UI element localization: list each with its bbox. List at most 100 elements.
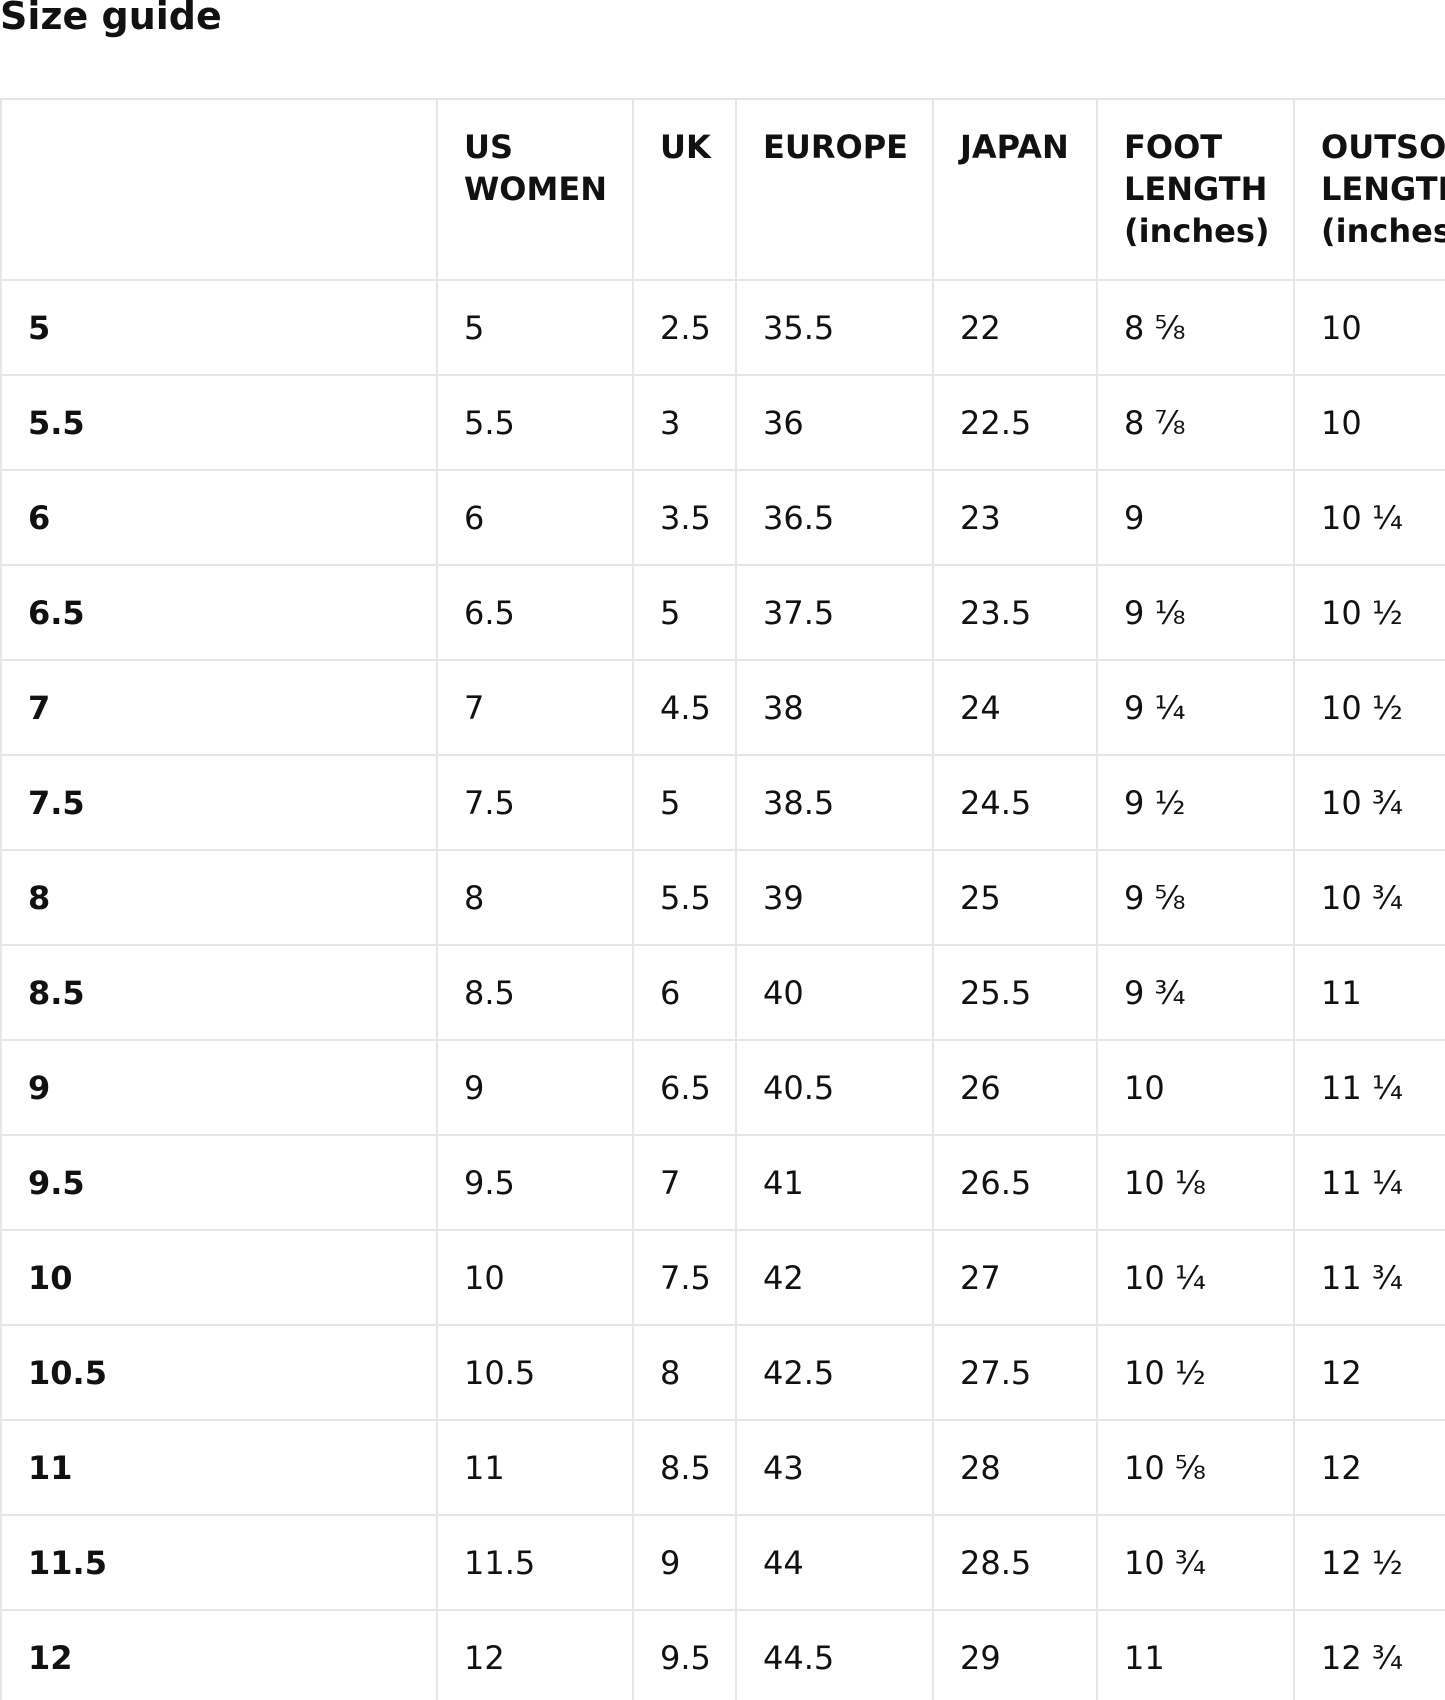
table-cell: 8 [436,849,634,946]
table-cell: 9 ¾ [1096,944,1295,1041]
column-header: EUROPE [735,98,934,281]
table-cell: 36 [735,374,934,471]
table-cell: 42.5 [735,1324,934,1421]
row-label: 12 [0,1609,438,1700]
table-cell: 9 ⅛ [1096,564,1295,661]
row-label: 11 [0,1419,438,1516]
row-label: 9.5 [0,1134,438,1231]
row-label: 6 [0,469,438,566]
column-header: FOOT LENGTH (inches) [1096,98,1295,281]
table-cell: 11 ¾ [1293,1229,1445,1326]
header-row: US WOMEN UK EUROPE JAPAN FOOT LENGTH (inches) OU… [0,98,1445,281]
table-row: 10.5 10.5 8 42.5 27.5 10 ½ 12 [0,1324,1445,1421]
table-cell: 28 [932,1419,1098,1516]
table-row: 8 8 5.5 39 25 9 ⅝ 10 ¾ [0,849,1445,946]
column-header [0,98,438,281]
table-cell: 36.5 [735,469,934,566]
header-line: FOOT [1124,128,1223,166]
table-cell: 12 [1293,1324,1445,1421]
table-row: 8.5 8.5 6 40 25.5 9 ¾ 11 [0,944,1445,1041]
table-cell: 10 ½ [1293,564,1445,661]
table-cell: 38 [735,659,934,756]
table-cell: 37.5 [735,564,934,661]
table-cell: 6 [436,469,634,566]
table-cell: 11 ¼ [1293,1039,1445,1136]
table-cell: 10 ¾ [1293,754,1445,851]
table-cell: 10 ¼ [1293,469,1445,566]
table-cell: 9 ¼ [1096,659,1295,756]
table-cell: 10 ⅝ [1096,1419,1295,1516]
table-cell: 9 ½ [1096,754,1295,851]
table-cell: 12 [1293,1419,1445,1516]
table-row: 7 7 4.5 38 24 9 ¼ 10 ½ [0,659,1445,756]
table-cell: 25 [932,849,1098,946]
table-cell: 12 ½ [1293,1514,1445,1611]
table-cell: 10.5 [436,1324,634,1421]
row-label: 6.5 [0,564,438,661]
row-label: 9 [0,1039,438,1136]
table-cell: 10 ¾ [1293,849,1445,946]
row-label: 7 [0,659,438,756]
table-cell: 7.5 [632,1229,737,1326]
table-cell: 35.5 [735,279,934,376]
header-line: WOMEN [464,170,607,208]
table-row: 7.5 7.5 5 38.5 24.5 9 ½ 10 ¾ [0,754,1445,851]
table-body: 5 5 2.5 35.5 22 8 ⅝ 10 5.5 5.5 3 36 22.5 8 ⅞ 10 6 6 3.5 3… [0,279,1445,1700]
column-header: UK [632,98,737,281]
table-cell: 8 ⅞ [1096,374,1295,471]
table-cell: 7 [436,659,634,756]
table-cell: 23.5 [932,564,1098,661]
table-row: 5.5 5.5 3 36 22.5 8 ⅞ 10 [0,374,1445,471]
row-label: 10.5 [0,1324,438,1421]
table-cell: 9.5 [632,1609,737,1700]
table-cell: 24 [932,659,1098,756]
table-cell: 42 [735,1229,934,1326]
table-row: 11 11 8.5 43 28 10 ⅝ 12 [0,1419,1445,1516]
table-wrapper: US WOMEN UK EUROPE JAPAN FOOT LENGTH (inches) OU… [0,98,1445,1700]
row-label: 8 [0,849,438,946]
table-cell: 11 [436,1419,634,1516]
header-line: (inches) [1124,212,1270,250]
table-cell: 12 ¾ [1293,1609,1445,1700]
table-cell: 10 ¼ [1096,1229,1295,1326]
table-cell: 44.5 [735,1609,934,1700]
table-cell: 2.5 [632,279,737,376]
table-cell: 44 [735,1514,934,1611]
table-cell: 26 [932,1039,1098,1136]
table-cell: 7 [632,1134,737,1231]
table-cell: 41 [735,1134,934,1231]
row-label: 5.5 [0,374,438,471]
table-cell: 8 [632,1324,737,1421]
column-header: US WOMEN [436,98,634,281]
table-cell: 9 [436,1039,634,1136]
table-cell: 10 [1293,374,1445,471]
table-cell: 9 [632,1514,737,1611]
row-label: 7.5 [0,754,438,851]
table-cell: 11 [1096,1609,1295,1700]
table-cell: 8.5 [436,944,634,1041]
header-line: (inches) [1321,212,1445,250]
table-cell: 9 [1096,469,1295,566]
table-cell: 22.5 [932,374,1098,471]
table-cell: 10 ½ [1096,1324,1295,1421]
table-row: 11.5 11.5 9 44 28.5 10 ¾ 12 ½ [0,1514,1445,1611]
table-cell: 10 [1293,279,1445,376]
table-cell: 5 [632,564,737,661]
header-line: US [464,128,514,166]
table-cell: 29 [932,1609,1098,1700]
table-cell: 8.5 [632,1419,737,1516]
table-cell: 11 ¼ [1293,1134,1445,1231]
table-row: 10 10 7.5 42 27 10 ¼ 11 ¾ [0,1229,1445,1326]
table-cell: 23 [932,469,1098,566]
column-header: JAPAN [932,98,1098,281]
table-cell: 5.5 [436,374,634,471]
table-row: 9.5 9.5 7 41 26.5 10 ⅛ 11 ¼ [0,1134,1445,1231]
table-cell: 10 ¾ [1096,1514,1295,1611]
table-cell: 38.5 [735,754,934,851]
table-row: 6 6 3.5 36.5 23 9 10 ¼ [0,469,1445,566]
table-cell: 3.5 [632,469,737,566]
table-row: 5 5 2.5 35.5 22 8 ⅝ 10 [0,279,1445,376]
